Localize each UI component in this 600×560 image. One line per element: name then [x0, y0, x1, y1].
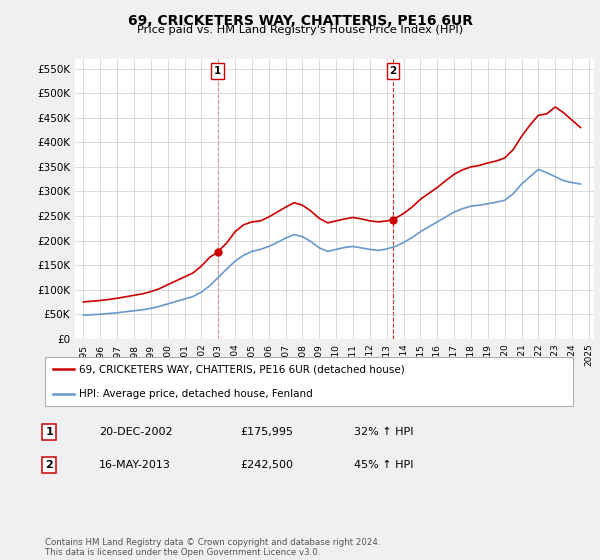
Text: Contains HM Land Registry data © Crown copyright and database right 2024.
This d: Contains HM Land Registry data © Crown c… [45, 538, 380, 557]
Text: £242,500: £242,500 [240, 460, 293, 470]
Text: 69, CRICKETERS WAY, CHATTERIS, PE16 6UR: 69, CRICKETERS WAY, CHATTERIS, PE16 6UR [128, 14, 473, 28]
Text: 69, CRICKETERS WAY, CHATTERIS, PE16 6UR (detached house): 69, CRICKETERS WAY, CHATTERIS, PE16 6UR … [79, 364, 405, 374]
Text: 2: 2 [46, 460, 53, 470]
Text: 32% ↑ HPI: 32% ↑ HPI [354, 427, 413, 437]
Text: 1: 1 [46, 427, 53, 437]
Text: 16-MAY-2013: 16-MAY-2013 [99, 460, 171, 470]
Text: HPI: Average price, detached house, Fenland: HPI: Average price, detached house, Fenl… [79, 389, 313, 399]
Text: 1: 1 [214, 66, 221, 76]
Text: 45% ↑ HPI: 45% ↑ HPI [354, 460, 413, 470]
Text: 2: 2 [389, 66, 397, 76]
Text: Price paid vs. HM Land Registry's House Price Index (HPI): Price paid vs. HM Land Registry's House … [137, 25, 463, 35]
Text: £175,995: £175,995 [240, 427, 293, 437]
Text: 20-DEC-2002: 20-DEC-2002 [99, 427, 173, 437]
